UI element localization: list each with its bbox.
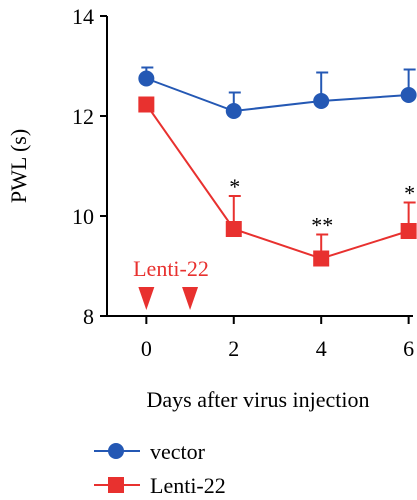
point-vector-6 bbox=[400, 87, 417, 103]
series-layer: **** bbox=[138, 66, 417, 267]
point-lenti-22-4 bbox=[313, 250, 330, 267]
significance-label-lenti-22-4: ** bbox=[311, 213, 333, 238]
significance-label-lenti-22-6: * bbox=[404, 181, 415, 206]
legend-item-vector: vector bbox=[94, 439, 206, 464]
series-line-lenti-22 bbox=[145, 103, 409, 260]
series-line-vector bbox=[145, 77, 409, 113]
x-tick-label-4: 4 bbox=[316, 336, 327, 361]
point-lenti-22-2 bbox=[225, 221, 242, 237]
y-tick-label-10: 10 bbox=[72, 204, 94, 229]
annotation-label: Lenti-22 bbox=[133, 256, 209, 281]
arrow-day-0 bbox=[138, 287, 155, 310]
legend-label-lenti-22: Lenti-22 bbox=[150, 473, 226, 498]
significance-label-lenti-22-2: * bbox=[229, 174, 240, 199]
series-lenti-22: **** bbox=[138, 96, 417, 267]
point-vector-4 bbox=[313, 93, 330, 109]
legend: vector Lenti-22 bbox=[94, 439, 226, 498]
x-tick-label-2: 2 bbox=[228, 336, 239, 361]
point-lenti-22-6 bbox=[400, 223, 417, 239]
legend-marker-lenti-22 bbox=[108, 477, 124, 493]
arrow-day-1 bbox=[182, 287, 199, 310]
y-tick-label-8: 8 bbox=[83, 304, 94, 329]
y-ticks: 8 10 12 14 bbox=[72, 4, 107, 329]
point-vector-0 bbox=[138, 70, 155, 87]
x-axis-label: Days after virus injection bbox=[147, 387, 370, 412]
annotation-arrows bbox=[138, 287, 199, 310]
legend-label-vector: vector bbox=[150, 439, 206, 464]
x-tick-label-0: 0 bbox=[141, 336, 152, 361]
x-ticks: 0 2 4 6 bbox=[141, 316, 414, 361]
point-vector-2 bbox=[225, 103, 242, 119]
y-axis-label: PWL (s) bbox=[6, 129, 31, 203]
legend-marker-vector bbox=[108, 443, 124, 459]
series-vector bbox=[138, 66, 417, 119]
x-tick-label-6: 6 bbox=[403, 336, 414, 361]
y-tick-label-12: 12 bbox=[72, 104, 94, 129]
y-tick-label-14: 14 bbox=[72, 4, 94, 29]
point-lenti-22-0 bbox=[138, 96, 155, 113]
legend-item-lenti-22: Lenti-22 bbox=[94, 473, 226, 498]
